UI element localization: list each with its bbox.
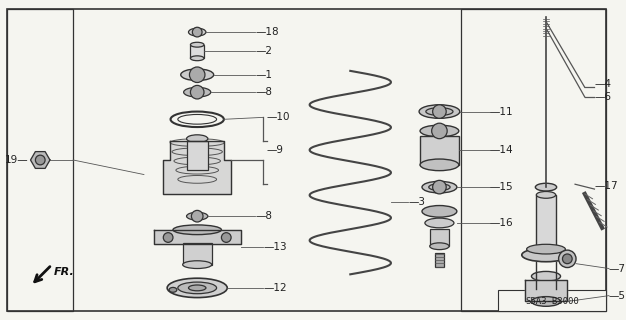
Bar <box>434 253 444 267</box>
Bar <box>187 140 208 170</box>
Ellipse shape <box>187 212 208 220</box>
Ellipse shape <box>526 244 565 254</box>
Text: —5: —5 <box>609 291 626 301</box>
Ellipse shape <box>522 248 570 262</box>
Text: —13: —13 <box>263 242 287 252</box>
Text: FR.: FR. <box>54 267 74 276</box>
Ellipse shape <box>429 243 449 250</box>
Text: S5A3-B3000: S5A3-B3000 <box>525 297 578 306</box>
Circle shape <box>433 180 446 194</box>
Polygon shape <box>153 230 241 244</box>
Ellipse shape <box>188 285 206 291</box>
Circle shape <box>222 233 231 242</box>
Ellipse shape <box>420 159 459 171</box>
Ellipse shape <box>173 225 222 235</box>
Ellipse shape <box>183 261 212 268</box>
Circle shape <box>563 254 572 264</box>
Ellipse shape <box>188 28 206 36</box>
Polygon shape <box>31 152 50 168</box>
Ellipse shape <box>181 69 213 81</box>
Text: —15: —15 <box>490 182 513 192</box>
Ellipse shape <box>536 249 556 255</box>
Text: —12: —12 <box>263 283 287 293</box>
Ellipse shape <box>535 183 557 191</box>
Bar <box>190 45 204 58</box>
Circle shape <box>36 155 45 165</box>
Text: —14: —14 <box>490 145 513 155</box>
Text: —8: —8 <box>255 211 272 221</box>
Text: —11: —11 <box>490 107 513 116</box>
Text: —9: —9 <box>267 145 284 155</box>
Text: 19—: 19— <box>5 155 29 165</box>
Ellipse shape <box>187 135 208 143</box>
Bar <box>536 195 556 252</box>
Circle shape <box>163 233 173 242</box>
Text: —2: —2 <box>255 46 272 57</box>
Circle shape <box>433 105 446 118</box>
Ellipse shape <box>531 271 560 281</box>
Ellipse shape <box>425 218 454 228</box>
Circle shape <box>432 123 447 139</box>
Text: —4: —4 <box>595 79 612 89</box>
Bar <box>429 229 449 246</box>
Ellipse shape <box>429 184 450 190</box>
Bar <box>461 9 606 311</box>
Text: —17: —17 <box>595 181 618 191</box>
Text: —7: —7 <box>609 263 626 274</box>
Bar <box>420 136 459 165</box>
Circle shape <box>190 67 205 83</box>
Ellipse shape <box>167 278 227 298</box>
Bar <box>8 9 73 311</box>
Bar <box>498 290 606 311</box>
Text: —3: —3 <box>408 197 426 207</box>
Ellipse shape <box>420 125 459 137</box>
Ellipse shape <box>419 105 459 118</box>
Text: —18: —18 <box>255 27 279 37</box>
Polygon shape <box>163 140 231 194</box>
Ellipse shape <box>183 87 211 97</box>
Ellipse shape <box>531 297 560 306</box>
Ellipse shape <box>426 108 453 116</box>
Ellipse shape <box>558 250 576 268</box>
Ellipse shape <box>190 42 204 47</box>
Text: —6: —6 <box>595 92 612 102</box>
Circle shape <box>192 210 203 222</box>
Text: —10: —10 <box>267 112 290 122</box>
Text: —16: —16 <box>490 218 513 228</box>
Circle shape <box>190 85 204 99</box>
Text: —1: —1 <box>255 70 272 80</box>
Ellipse shape <box>169 287 177 292</box>
Text: —8: —8 <box>255 87 272 97</box>
Ellipse shape <box>422 205 457 217</box>
Polygon shape <box>525 280 567 301</box>
Bar <box>183 243 212 265</box>
Ellipse shape <box>536 191 556 198</box>
Circle shape <box>192 27 202 37</box>
Ellipse shape <box>422 181 457 193</box>
Ellipse shape <box>190 56 204 61</box>
Ellipse shape <box>178 282 217 294</box>
